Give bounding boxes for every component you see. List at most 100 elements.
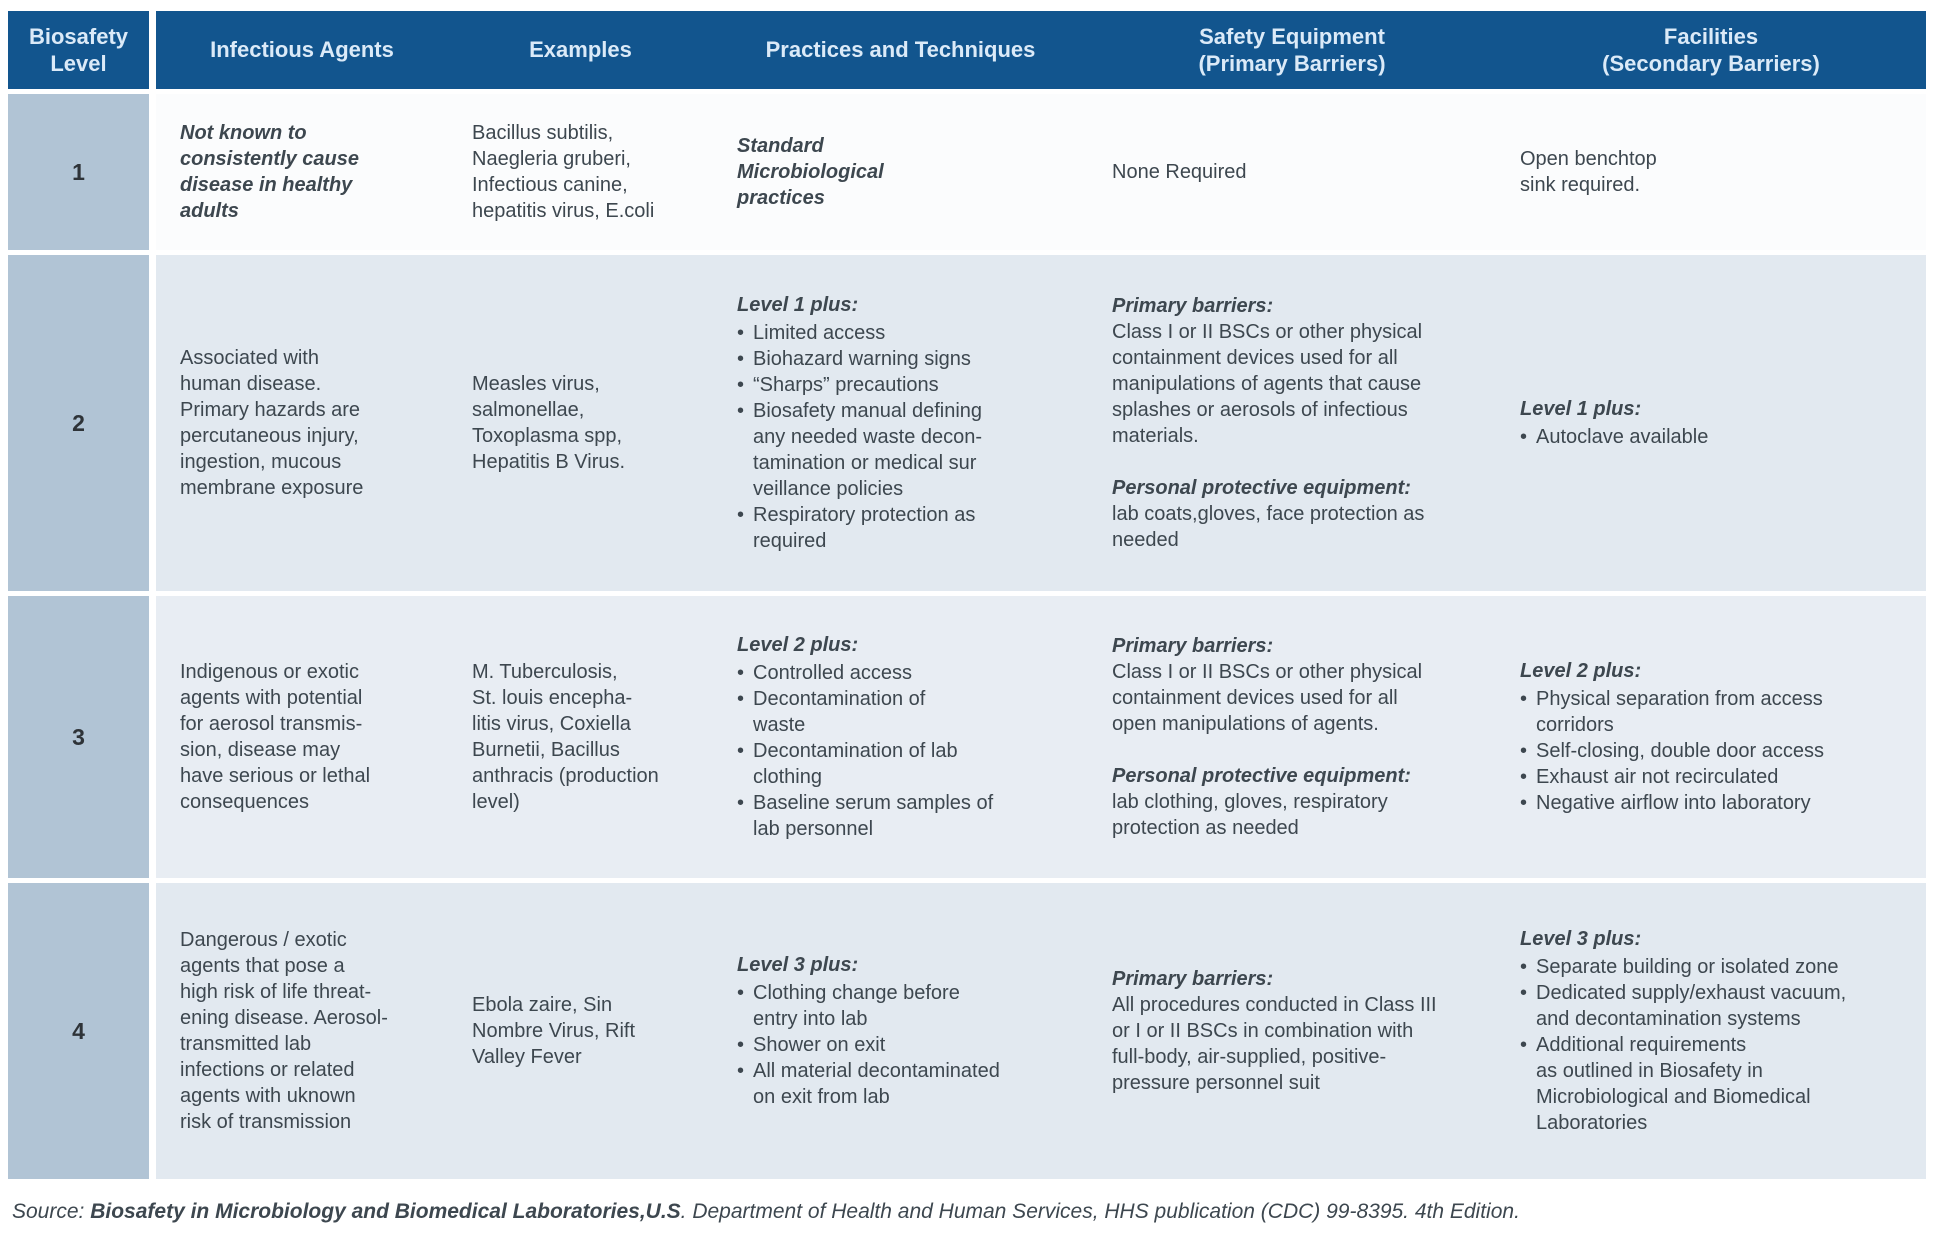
cell-examples: Measles virus, salmonellae, Toxoplasma s… xyxy=(448,255,713,591)
bullet-text: Negative airflow into laboratory xyxy=(1536,792,1811,814)
bullet-dot: • xyxy=(1520,766,1528,788)
bullet-list: • Limited access • Biohazard warning signs •… xyxy=(737,320,1074,554)
bullet-item: • Shower on exit xyxy=(737,1032,1074,1058)
bullet-list: • Separate building or isolated zone • Dedi… xyxy=(1520,954,1912,1136)
cell-practices-techniques: Level 3 plus: • Clothing change before ent… xyxy=(713,883,1088,1179)
cell-practices-techniques: Level 2 plus: • Controlled access • Decontam… xyxy=(713,596,1088,878)
bullet-item: • Separate building or isolated zone xyxy=(1520,954,1912,980)
bullet-text: Physical separation from access corridor… xyxy=(1536,688,1823,736)
bullet-dot: • xyxy=(737,504,745,526)
column-header-4: Practices and Techniques xyxy=(713,11,1088,89)
cell-practices-techniques: Level 1 plus: • Limited access • Biohazard w… xyxy=(713,255,1088,591)
bullet-list: • Clothing change before entry into lab • S… xyxy=(737,980,1074,1110)
safety-block: None Required xyxy=(1112,159,1482,185)
safety-block: Primary barriers: Class I or II BSCs or o… xyxy=(1112,293,1482,449)
bullet-dot: • xyxy=(1520,956,1528,978)
bullet-item: • Controlled access xyxy=(737,660,1074,686)
cell-facilities: Open benchtop sink required. xyxy=(1496,94,1926,250)
bullet-item: • Exhaust air not recirculated xyxy=(1520,764,1912,790)
bullet-item: • Physical separation from access corrido… xyxy=(1520,686,1912,738)
bullet-item: • Dedicated supply/exhaust vacuum, and de… xyxy=(1520,980,1912,1032)
bullet-text: “Sharps” precautions xyxy=(753,374,939,396)
practices-lead: Standard Microbiological practices xyxy=(737,135,884,209)
bullet-text: Limited access xyxy=(753,322,886,344)
safety-block-text: Class I or II BSCs or other physical con… xyxy=(1112,321,1423,447)
cell-examples: M. Tuberculosis, St. louis encepha- liti… xyxy=(448,596,713,878)
bullet-item: • Self-closing, double door access xyxy=(1520,738,1912,764)
cell-infectious-agents: Not known to consistently cause disease … xyxy=(156,94,448,250)
cell-examples: Ebola zaire, Sin Nombre Virus, Rift Vall… xyxy=(448,883,713,1179)
bullet-item: • Additional requirements as outlined in … xyxy=(1520,1032,1912,1136)
cell-facilities: Level 2 plus: • Physical separation from a… xyxy=(1496,596,1926,878)
table-row-level-3: 3 Indigenous or exotic agents with potent… xyxy=(8,596,1926,878)
cell-biosafety-level: 1 xyxy=(8,94,156,250)
facilities-text: Open benchtop sink required. xyxy=(1520,148,1657,196)
bullet-text: Autoclave available xyxy=(1536,426,1709,448)
column-header-3: Examples xyxy=(448,11,713,89)
cell-biosafety-level: 3 xyxy=(8,596,156,878)
cell-biosafety-level: 4 xyxy=(8,883,156,1179)
bullet-item: • Clothing change before entry into lab xyxy=(737,980,1074,1032)
safety-block-text: lab coats,gloves, face protection as nee… xyxy=(1112,503,1425,551)
bullet-text: Self-closing, double door access xyxy=(1536,740,1824,762)
bullet-text: Dedicated supply/exhaust vacuum, and dec… xyxy=(1536,982,1847,1030)
bullet-item: • Biosafety manual defining any needed wa… xyxy=(737,398,1074,502)
bullet-item: • Limited access xyxy=(737,320,1074,346)
cell-safety-equipment: Primary barriers: All procedures conducte… xyxy=(1088,883,1496,1179)
cell-infectious-agents: Associated with human disease. Primary h… xyxy=(156,255,448,591)
safety-block: Primary barriers: Class I or II BSCs or o… xyxy=(1112,633,1482,737)
bullet-text: Biosafety manual defining any needed was… xyxy=(753,400,983,500)
biosafety-levels-table: Biosafety Level Infectious Agents Examples… xyxy=(8,6,1926,1184)
safety-block-heading: Personal protective equipment: xyxy=(1112,765,1411,787)
bullet-dot: • xyxy=(1520,1034,1528,1056)
safety-block: Personal protective equipment: lab clothi… xyxy=(1112,763,1482,841)
bullet-text: Controlled access xyxy=(753,662,912,684)
table-row-level-2: 2 Associated with human disease. Primary … xyxy=(8,255,1926,591)
bullet-item: • Decontamination of waste xyxy=(737,686,1074,738)
bullet-text: Exhaust air not recirculated xyxy=(1536,766,1779,788)
bullet-dot: • xyxy=(737,662,745,684)
cell-practices-techniques: Standard Microbiological practices xyxy=(713,94,1088,250)
bullet-item: • Baseline serum samples of lab personnel xyxy=(737,790,1074,842)
bullet-dot: • xyxy=(1520,426,1528,448)
bullet-dot: • xyxy=(737,740,745,762)
bullet-text: Additional requirements as outlined in B… xyxy=(1536,1034,1811,1134)
bullet-item: • Respiratory protection as required xyxy=(737,502,1074,554)
bullet-text: Decontamination of lab clothing xyxy=(753,740,958,788)
bullet-text: Decontamination of waste xyxy=(753,688,926,736)
bullet-item: • Biohazard warning signs xyxy=(737,346,1074,372)
bullet-dot: • xyxy=(737,1034,745,1056)
column-header-1: Biosafety Level xyxy=(8,11,156,89)
table-body: 1 Not known to consistently cause disease… xyxy=(8,94,1926,1179)
bullet-text: Respiratory protection as required xyxy=(753,504,976,552)
bullet-dot: • xyxy=(737,322,745,344)
bullet-text: Baseline serum samples of lab personnel xyxy=(753,792,994,840)
safety-block-heading: Personal protective equipment: xyxy=(1112,477,1411,499)
safety-block-text: All procedures conducted in Class III or… xyxy=(1112,994,1437,1094)
bullet-text: Clothing change before entry into lab xyxy=(753,982,960,1030)
column-header-6: Facilities (Secondary Barriers) xyxy=(1496,11,1926,89)
table-row-level-1: 1 Not known to consistently cause disease… xyxy=(8,94,1926,250)
bullet-item: • All material decontaminated on exit fro… xyxy=(737,1058,1074,1110)
facilities-lead: Level 1 plus: xyxy=(1520,398,1642,420)
practices-lead: Level 1 plus: xyxy=(737,294,859,316)
practices-lead: Level 3 plus: xyxy=(737,954,859,976)
bullet-text: Separate building or isolated zone xyxy=(1536,956,1839,978)
bullet-item: • “Sharps” precautions xyxy=(737,372,1074,398)
bullet-dot: • xyxy=(737,688,745,710)
bullet-dot: • xyxy=(737,982,745,1004)
bullet-dot: • xyxy=(1520,740,1528,762)
bullet-dot: • xyxy=(1520,688,1528,710)
bullet-dot: • xyxy=(1520,982,1528,1004)
safety-block-text: None Required xyxy=(1112,161,1247,183)
safety-block-heading: Primary barriers: xyxy=(1112,635,1274,657)
cell-biosafety-level: 2 xyxy=(8,255,156,591)
bullet-list: • Physical separation from access corrido… xyxy=(1520,686,1912,816)
bullet-text: Biohazard warning signs xyxy=(753,348,971,370)
safety-block-heading: Primary barriers: xyxy=(1112,968,1274,990)
facilities-lead: Level 2 plus: xyxy=(1520,660,1642,682)
bullet-dot: • xyxy=(737,400,745,422)
bullet-item: • Autoclave available xyxy=(1520,424,1912,450)
cell-infectious-agents: Indigenous or exotic agents with potenti… xyxy=(156,596,448,878)
